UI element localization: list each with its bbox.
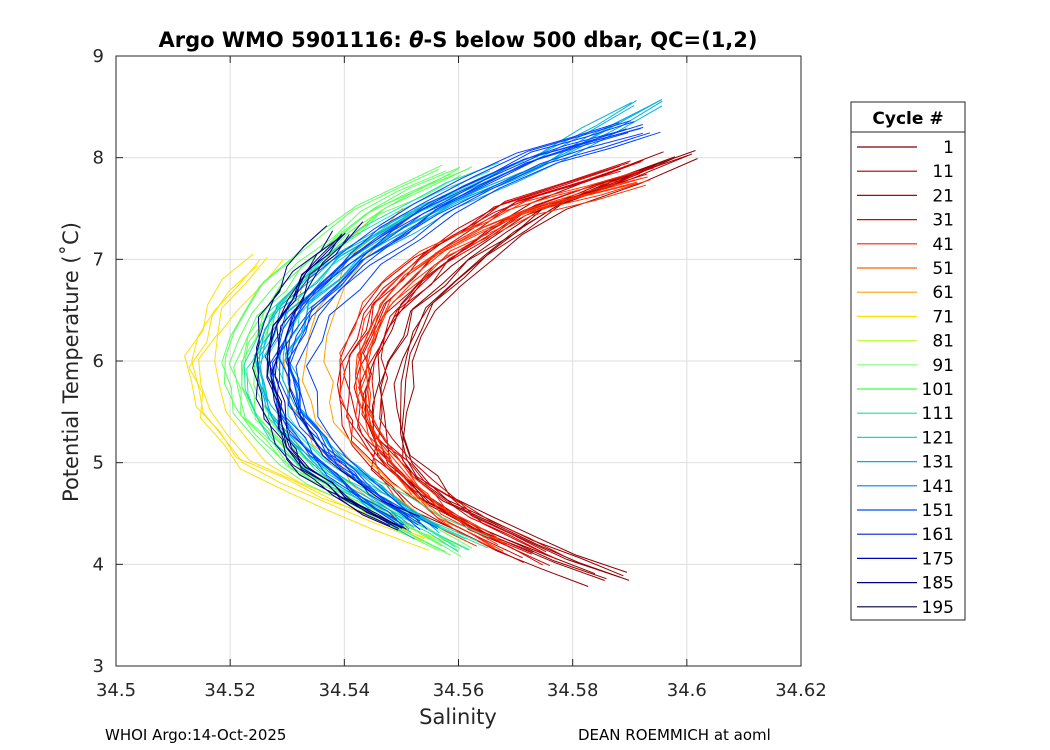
chart-title: Argo WMO 5901116: θ-S below 500 dbar, QC… <box>158 28 757 52</box>
x-tick-label: 34.52 <box>204 680 256 701</box>
x-tick-label: 34.6 <box>667 680 707 701</box>
legend-label: 41 <box>932 235 954 255</box>
legend-label: 71 <box>932 307 954 327</box>
profile-line <box>400 153 693 577</box>
profile-line <box>371 167 655 560</box>
x-tick-label: 34.58 <box>547 680 599 701</box>
profile-line <box>393 154 689 578</box>
legend-label: 185 <box>922 574 954 594</box>
axis-ticks: 34.5 34.52 34.54 34.56 34.58 34.6 34.62 3 4 5 6 7 8 9 <box>93 46 827 701</box>
legend-title: Cycle # <box>872 109 943 129</box>
profile-line <box>288 132 643 531</box>
legend-label: 21 <box>932 186 954 206</box>
profile-line <box>286 128 641 526</box>
profile-line <box>223 164 443 547</box>
y-tick-label: 8 <box>93 148 104 169</box>
legend-label: 161 <box>922 525 954 545</box>
y-tick-label: 5 <box>93 453 104 474</box>
profile-line <box>243 170 490 548</box>
profile-line <box>354 181 638 549</box>
profile-line <box>266 235 399 531</box>
profile-line <box>243 174 462 557</box>
legend-label: 131 <box>922 453 954 473</box>
x-tick-label: 34.54 <box>319 680 371 701</box>
legend-label: 175 <box>922 549 954 569</box>
y-tick-label: 4 <box>93 554 104 575</box>
legend-label: 91 <box>932 356 954 376</box>
profile-line <box>358 173 647 567</box>
profile-line <box>221 168 439 552</box>
profile-line <box>359 170 640 538</box>
legend-label: 121 <box>922 428 954 448</box>
profile-line <box>278 121 635 519</box>
profile-line <box>274 234 407 530</box>
profile-line <box>252 225 385 521</box>
profile-line <box>365 184 646 552</box>
legend-entries: 1112131415161718191101111121131141151161… <box>857 138 954 618</box>
profile-line <box>198 257 439 543</box>
y-axis-label: Potential Temperature (˚C) <box>59 222 83 502</box>
legend-label: 51 <box>932 259 954 279</box>
profile-line <box>355 178 641 546</box>
profile-line <box>253 162 500 540</box>
profile-line <box>184 253 425 540</box>
legend: Cycle # 11121314151617181911011111211311… <box>850 101 966 621</box>
profile-line <box>264 122 620 520</box>
x-tick-label: 34.62 <box>775 680 827 701</box>
x-tick-label: 34.5 <box>96 680 136 701</box>
legend-label: 1 <box>943 138 954 158</box>
legend-label: 31 <box>932 211 954 231</box>
x-axis-label: Salinity <box>419 705 497 729</box>
legend-label: 151 <box>922 501 954 521</box>
profile-line <box>270 233 403 529</box>
profile-line <box>305 131 661 530</box>
y-tick-label: 9 <box>93 46 104 67</box>
y-tick-label: 6 <box>93 351 104 372</box>
legend-label: 101 <box>922 380 954 400</box>
profile-line <box>272 128 627 526</box>
legend-label: 61 <box>932 283 954 303</box>
footer-left: WHOI Argo:14-Oct-2025 <box>105 726 287 744</box>
legend-label: 11 <box>932 162 954 182</box>
profile-line <box>188 265 429 551</box>
profile-line <box>402 158 698 581</box>
legend-label: 195 <box>922 598 954 618</box>
legend-label: 81 <box>932 332 954 352</box>
profile-line <box>323 208 450 525</box>
profile-line <box>364 179 651 547</box>
profile-line <box>401 150 696 573</box>
profile-line <box>284 221 421 518</box>
profile-line <box>191 259 432 545</box>
x-tick-label: 34.56 <box>433 680 485 701</box>
profile-line <box>256 105 635 533</box>
legend-label: 141 <box>922 477 954 497</box>
y-tick-label: 3 <box>93 656 104 677</box>
legend-label: 111 <box>922 404 954 424</box>
profile-line <box>260 111 638 540</box>
profile-line <box>379 164 661 557</box>
profile-lines <box>184 99 698 587</box>
y-tick-label: 7 <box>93 249 104 270</box>
footer-right: DEAN ROEMMICH at aoml <box>578 726 771 744</box>
profile-line <box>276 120 632 518</box>
